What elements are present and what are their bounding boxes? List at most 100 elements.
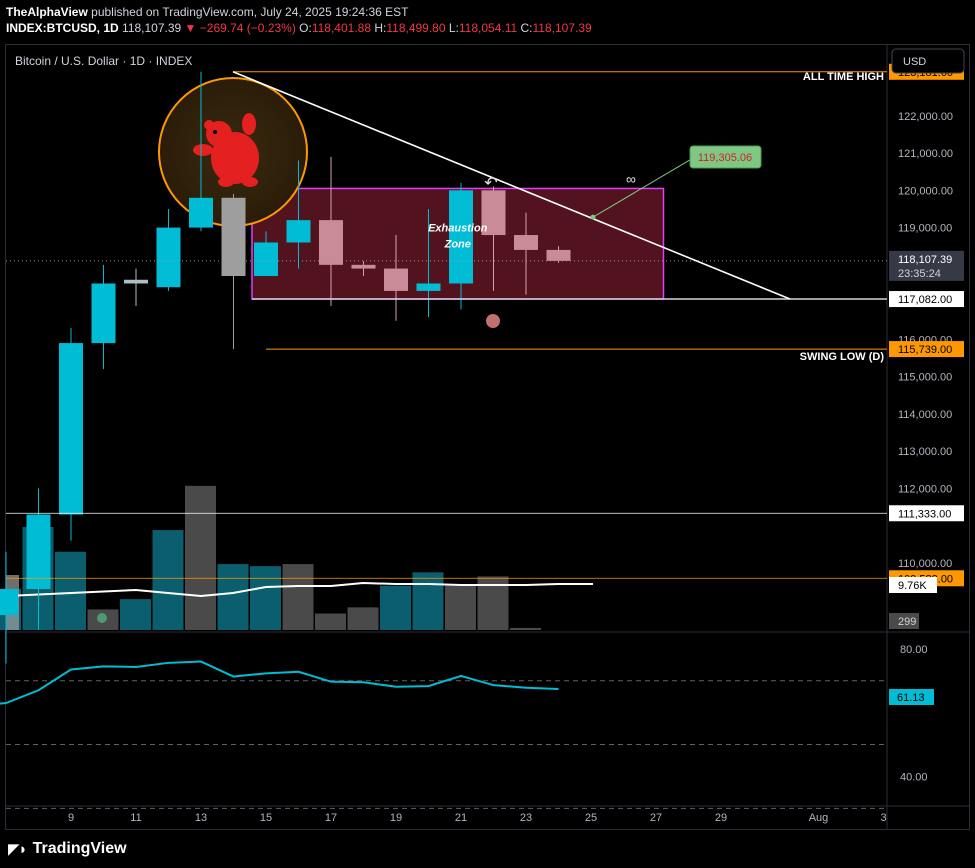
close-label: C:: [520, 21, 533, 35]
y-tick-label: 114,000.00: [898, 409, 952, 421]
x-tick-label: 11: [130, 812, 141, 824]
volume-bar: [185, 485, 216, 630]
x-tick-label: 13: [195, 812, 207, 824]
y-tick-label: 121,000.00: [898, 148, 953, 160]
bear-foot: [218, 177, 234, 187]
low-value: 118,054.11: [458, 21, 518, 35]
x-tick-label: 21: [455, 812, 467, 824]
volume-bar: [120, 599, 151, 630]
candle-body: [124, 279, 148, 284]
chart-header: TheAlphaView published on TradingView.co…: [0, 0, 975, 44]
symbol-label[interactable]: INDEX:BTCUSD, 1D: [6, 21, 119, 35]
candle-body: [481, 190, 506, 236]
candle-body: [221, 197, 246, 277]
poop-icon: [486, 314, 500, 328]
x-tick-label: 29: [715, 812, 727, 824]
open-label: O:: [299, 21, 312, 35]
y-tick-label: 110,000.00: [898, 558, 952, 570]
rsi-tick-40: 40.00: [900, 771, 928, 783]
candle-body: [416, 283, 441, 291]
candle-body: [351, 264, 376, 269]
candle-body: [319, 220, 343, 265]
y-tick-label: 120,000.00: [898, 185, 953, 197]
candle-body: [514, 235, 538, 250]
target-callout-label: 119,305.06: [698, 152, 752, 164]
volume-bar: [152, 530, 184, 630]
rsi-value-badge-label: 61.13: [897, 692, 925, 704]
volume-badge: [889, 613, 919, 629]
bear-arm-raised: [242, 113, 256, 135]
x-tick-label: 25: [585, 812, 597, 824]
bear-foot-2: [242, 177, 258, 187]
y-tick-label: 112,000.00: [898, 483, 952, 495]
open-value: 118,401.88: [311, 21, 372, 35]
target-anchor-dot: [590, 214, 596, 220]
x-tick-label: 19: [390, 812, 402, 824]
volume-bar: [315, 613, 346, 630]
arm-icon: ↶: [484, 175, 497, 192]
low-label: L:: [448, 21, 459, 35]
level-111k-badge-label: 111,333.00: [898, 508, 951, 520]
volume-ma-badge-label: 9.76K: [898, 580, 927, 592]
currency-button-label: USD: [903, 56, 926, 68]
chart-title: Bitcoin / U.S. Dollar · 1D · INDEX: [15, 54, 192, 68]
x-tick-label: 9: [68, 812, 74, 824]
y-tick-label: 115,000.00: [898, 372, 952, 384]
candle-body: [156, 227, 181, 288]
y-tick-label: 119,000.00: [898, 223, 952, 235]
chart-frame[interactable]: [5, 44, 970, 830]
candle-body: [384, 268, 408, 291]
level-111k-badge: [889, 505, 964, 522]
rsi-value-badge: [889, 689, 934, 705]
candle-body: [91, 283, 116, 344]
x-tick-label: 17: [325, 812, 337, 824]
high-label: H:: [374, 21, 387, 35]
support-price-badge-label: 117,082.00: [898, 294, 952, 306]
zone-label-line-2: Zone: [444, 239, 471, 251]
candle-body: [449, 190, 473, 284]
x-tick-label: 27: [650, 812, 662, 824]
currency-button[interactable]: USD: [891, 48, 965, 74]
volume-bar: [282, 564, 314, 630]
close-value: 118,107.39: [532, 21, 592, 35]
swing-low-text: SWING LOW (D): [800, 351, 885, 363]
volume-bar: [347, 607, 379, 630]
y-tick-label: 122,000.00: [898, 111, 953, 123]
x-tick-label: 15: [260, 812, 272, 824]
rsi-tick-80: 80.00: [900, 644, 928, 656]
candle-body: [189, 197, 213, 228]
candle-body: [286, 220, 311, 243]
volume-moving-average: [5, 581, 593, 598]
signal-dot: [97, 613, 107, 623]
footer: ◤◗ TradingView: [0, 836, 975, 868]
tradingview-brand: TradingView: [32, 840, 127, 857]
publish-line: TheAlphaView published on TradingView.co…: [6, 4, 969, 20]
high-value: 118,499.80: [386, 21, 446, 35]
candle-body: [26, 514, 51, 590]
swing-low-price-badge: [889, 341, 964, 358]
volume-bar: [510, 627, 541, 630]
support-price-badge: [889, 291, 964, 308]
y-tick-label: 113,000.00: [898, 446, 952, 458]
last-price: 118,107.39: [122, 21, 182, 35]
rsi-line: [0, 660, 559, 705]
publish-info: published on TradingView.com, July 24, 2…: [91, 5, 409, 19]
volume-bar: [445, 585, 476, 630]
price-change: ▼ −269.74 (−0.23%): [184, 21, 296, 35]
bear-ear: [204, 120, 214, 130]
candle-body: [0, 589, 18, 616]
last-price-badge-label: 118,107.39: [898, 254, 952, 266]
candle-body: [59, 343, 83, 515]
ohlc-line: INDEX:BTCUSD, 1D 118,107.39 ▼ −269.74 (−…: [6, 20, 969, 36]
volume-badge-label: 299: [898, 616, 916, 628]
volume-bar: [380, 585, 411, 630]
volume-bar: [250, 566, 281, 630]
tradingview-logo[interactable]: ◤◗ TradingView: [8, 840, 127, 858]
ath-text: ALL TIME HIGH: [803, 71, 884, 83]
volume-ma-badge: [889, 577, 937, 593]
x-tick-label: 23: [520, 812, 532, 824]
target-callout: [689, 145, 762, 169]
publisher-name[interactable]: TheAlphaView: [6, 5, 88, 19]
swing-low-price-badge-label: 115,739.00: [898, 344, 952, 356]
